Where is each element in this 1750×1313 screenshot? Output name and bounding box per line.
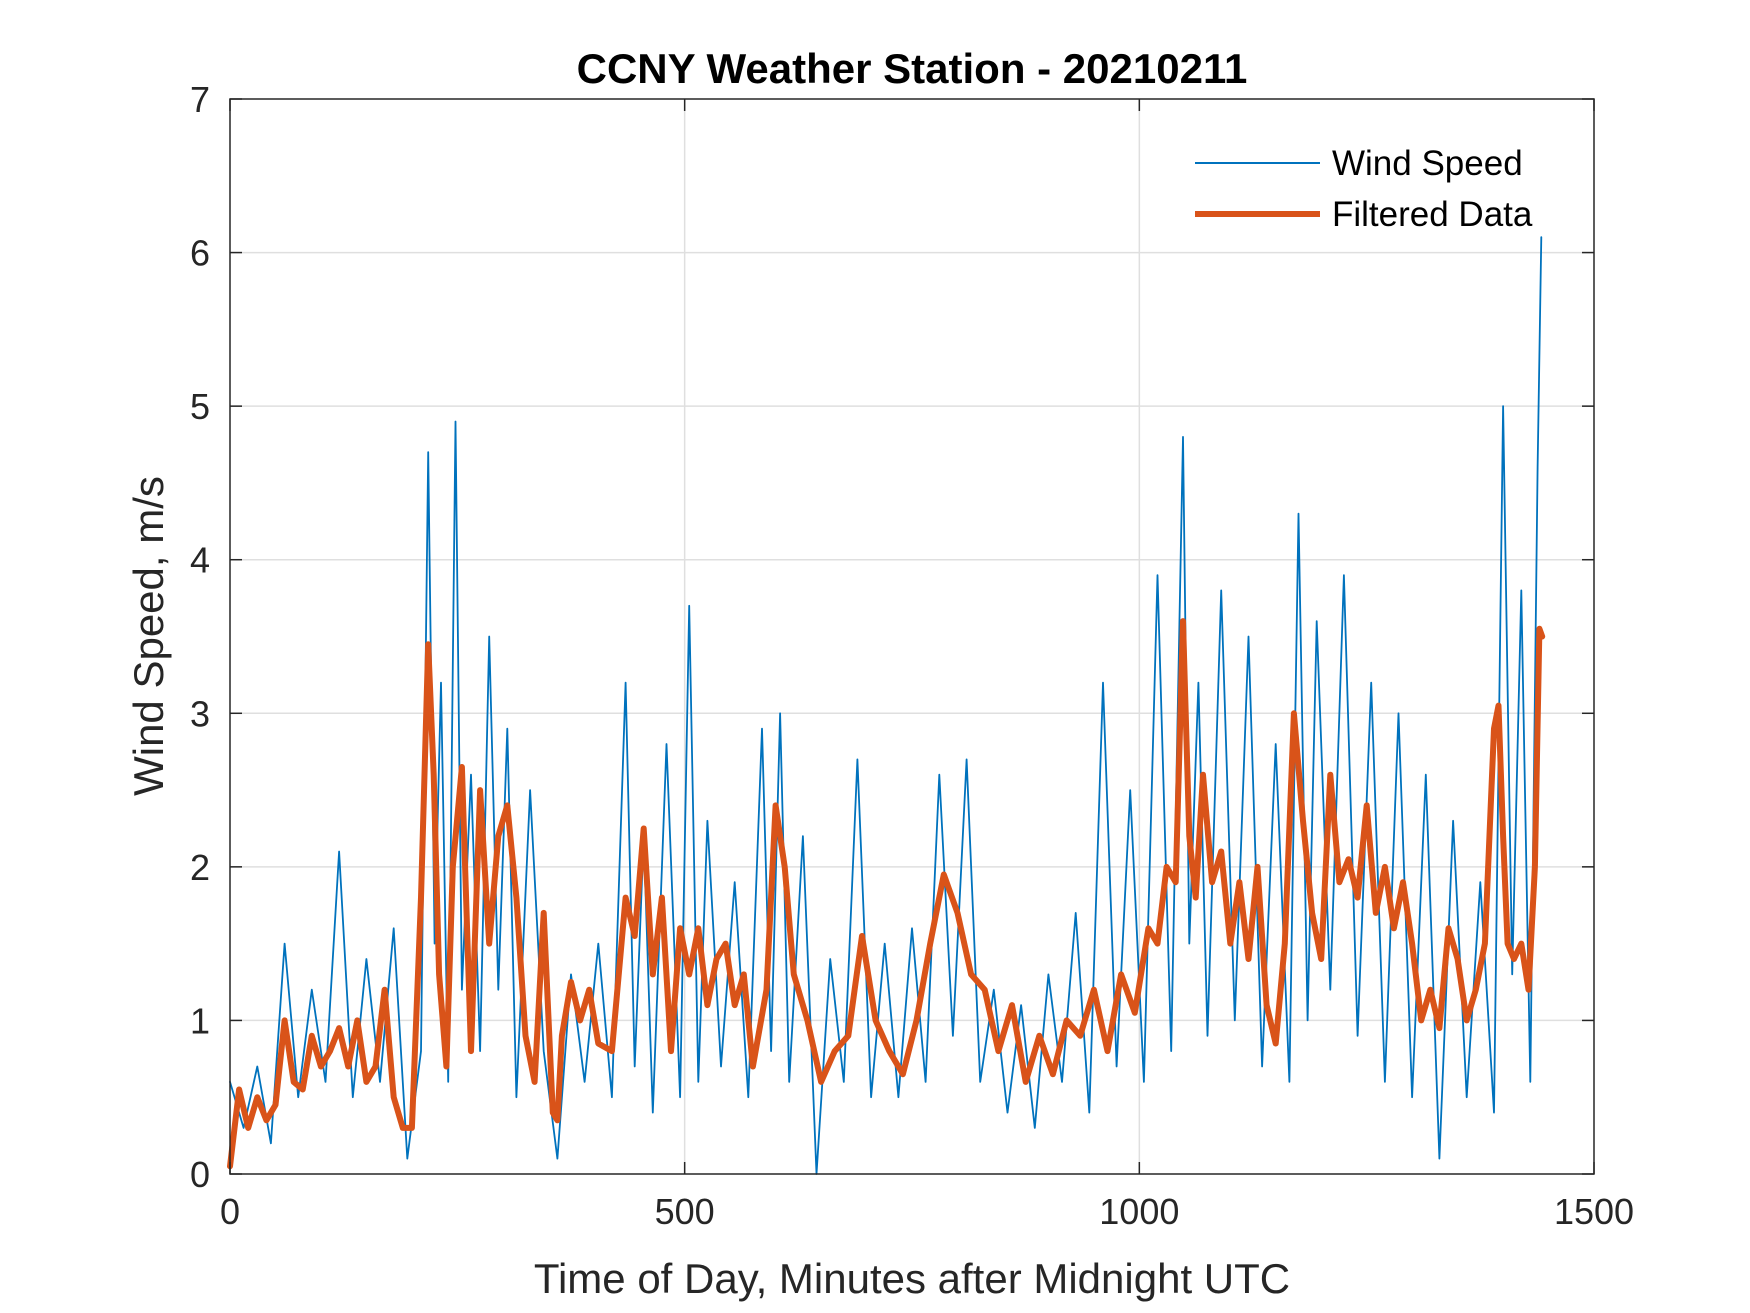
legend: Wind Speed Filtered Data <box>1195 144 1533 234</box>
y-tick-label: 1 <box>190 1000 210 1041</box>
chart-title: CCNY Weather Station - 20210211 <box>577 45 1248 92</box>
y-tick-label: 2 <box>190 847 210 888</box>
y-tick-label: 5 <box>190 386 210 427</box>
y-tick-label: 4 <box>190 540 210 581</box>
y-tick-label: 0 <box>190 1154 210 1195</box>
ticks: 0 500 1000 1500 0 1 2 3 4 5 6 7 <box>190 79 1634 1232</box>
x-axis-label: Time of Day, Minutes after Midnight UTC <box>534 1255 1290 1302</box>
legend-label-filtered-data: Filtered Data <box>1332 195 1533 234</box>
y-tick-label: 7 <box>190 79 210 120</box>
legend-label-wind-speed: Wind Speed <box>1332 144 1523 183</box>
y-axis-label: Wind Speed, m/s <box>125 476 172 796</box>
series-layer <box>227 236 1546 1175</box>
plot-area <box>230 99 1594 1174</box>
x-tick-label: 0 <box>220 1191 240 1232</box>
series-line-filtered-data <box>227 618 1546 1170</box>
y-tick-label: 3 <box>190 693 210 734</box>
x-tick-label: 500 <box>655 1191 715 1232</box>
x-tick-label: 1000 <box>1099 1191 1179 1232</box>
x-tick-label: 1500 <box>1554 1191 1634 1232</box>
plot-frame <box>229 98 1595 1175</box>
y-tick-label: 6 <box>190 233 210 274</box>
